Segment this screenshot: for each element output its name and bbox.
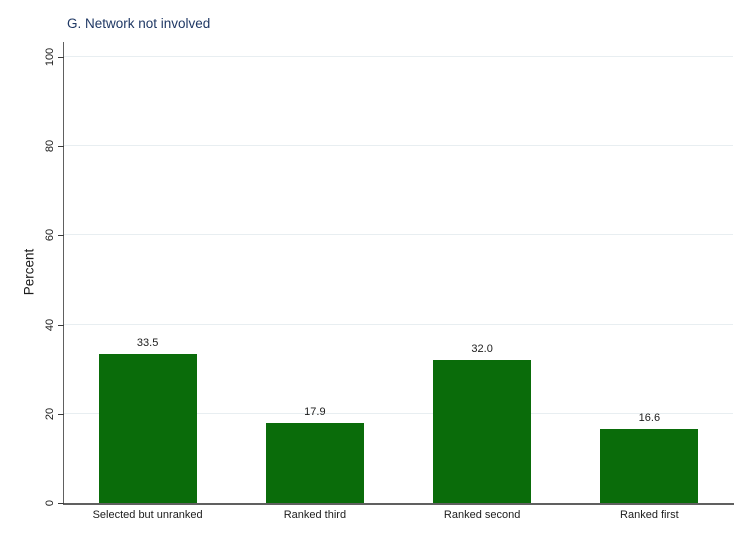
y-tick-label: 60: [44, 229, 56, 242]
x-category-label: Ranked first: [620, 509, 679, 521]
gridline: [64, 323, 733, 325]
y-tick-mark: [58, 57, 64, 58]
y-axis-title: Percent: [21, 248, 37, 296]
x-category-label: Ranked third: [283, 509, 347, 521]
y-tick-label: 20: [44, 407, 56, 420]
gridline: [64, 145, 733, 147]
y-tick-mark: [58, 235, 64, 237]
x-axis-line: [63, 503, 734, 505]
bar: [600, 428, 699, 503]
bar-slot: 33.5: [64, 57, 231, 503]
x-category-label: Selected but unranked: [92, 509, 203, 521]
bar-value-label: 17.9: [304, 406, 326, 419]
y-tick-label: 80: [44, 140, 56, 153]
y-tick-label: 100: [44, 47, 56, 67]
y-axis-line: [63, 42, 64, 504]
bar-slot: 17.9: [231, 57, 398, 503]
gridline: [64, 56, 733, 57]
bar-value-label: 16.6: [638, 411, 661, 424]
chart-title: G. Network not involved: [67, 16, 211, 31]
y-tick-label: 0: [44, 499, 56, 507]
y-tick-label: 40: [44, 318, 56, 331]
y-tick-mark: [58, 503, 64, 504]
bar: [265, 423, 364, 503]
bar-value-label: 32.0: [471, 343, 493, 356]
gridline: [64, 412, 733, 414]
bar-slot: 32.0: [399, 57, 566, 503]
y-tick-mark: [58, 413, 64, 415]
bar-slot: 16.6: [566, 57, 733, 503]
y-tick-mark: [58, 146, 64, 148]
bar-value-label: 33.5: [136, 336, 159, 349]
gridline: [64, 234, 733, 236]
bar: [98, 353, 197, 503]
plot-area: 33.5 17.9 32.0 16.6: [64, 56, 733, 503]
x-category-label: Ranked second: [443, 509, 521, 521]
bar: [433, 360, 532, 503]
y-tick-mark: [58, 324, 64, 326]
